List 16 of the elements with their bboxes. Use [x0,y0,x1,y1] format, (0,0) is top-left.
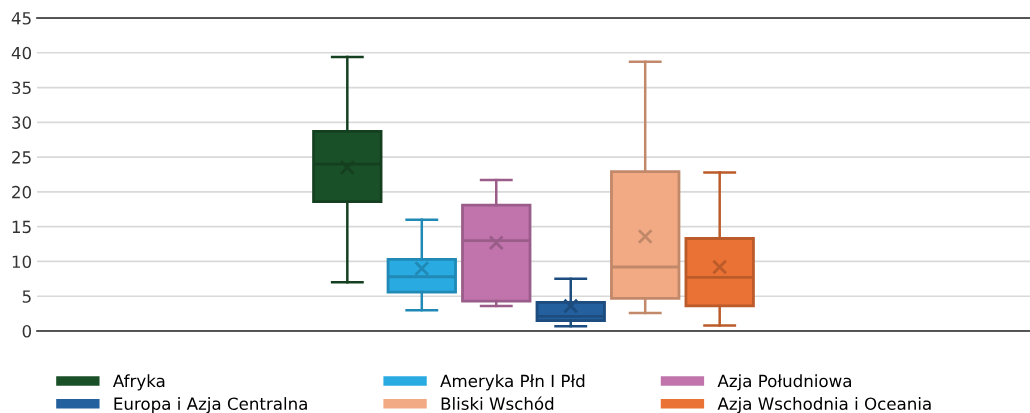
y-tick-label: 40 [11,46,32,60]
y-tick-label: 45 [11,12,31,25]
y-tick-label: 5 [22,290,31,303]
legend-label: Europa i Azja Centralna [114,397,307,413]
y-tick-label: 15 [12,220,31,234]
legend-label: Afryka [113,374,165,391]
y-tick-label: 35 [12,81,31,95]
y-tick-label: 0 [22,324,32,338]
legend-label: Ameryka Płn I Płd [440,374,585,391]
y-tick-label: 25 [12,151,31,164]
y-tick-label: 20 [12,185,32,199]
legend-label: Bliski Wschód [441,396,554,411]
legend-label: Azja Południowa [717,374,851,391]
y-tick-label: 10 [12,255,32,269]
legend-label: Azja Wschodnia i Oceania [717,397,931,413]
y-tick-label: 30 [12,116,32,129]
